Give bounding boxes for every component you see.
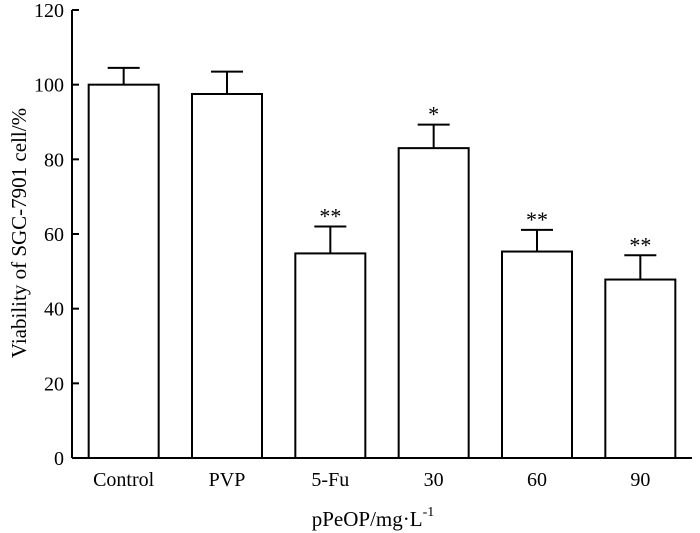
plot-area: 0 20 40 60 80 100 120 Control PVP ** 5-Fu * 30 ** 60 **…	[34, 0, 692, 491]
y-tick-label-120: 120	[34, 0, 64, 22]
bar-5-fu	[294, 252, 367, 459]
bar-90	[604, 278, 677, 459]
x-axis-title-main: pPeOP/mg·L	[312, 507, 423, 531]
bar-pvp	[191, 93, 263, 459]
x-axis-title-superscript: -1	[423, 505, 435, 520]
y-tick-label-40: 40	[44, 299, 64, 321]
x-axis-title: pPeOP/mg·L-1	[312, 505, 435, 531]
significance-30: *	[428, 102, 439, 127]
y-tick-label-20: 20	[44, 373, 64, 395]
significance-60: **	[526, 207, 548, 232]
x-tick-label-90: 90	[630, 469, 650, 491]
y-tick-label-60: 60	[44, 224, 64, 246]
bar-30	[397, 147, 470, 459]
x-tick-label-30: 30	[424, 469, 444, 491]
x-tick-label-control: Control	[93, 469, 155, 491]
y-tick-label-0: 0	[54, 448, 64, 470]
significance-5-fu: **	[319, 204, 341, 229]
bar-control	[87, 83, 160, 460]
y-tick-label-100: 100	[34, 75, 64, 97]
bar-60	[501, 250, 573, 459]
x-tick-label-pvp: PVP	[209, 469, 246, 491]
y-axis-title: Viability of SGC-7901 cell/%	[7, 108, 31, 358]
x-tick-label-60: 60	[527, 469, 547, 491]
significance-90: **	[629, 232, 651, 257]
x-tick-label-5-fu: 5-Fu	[311, 469, 349, 491]
y-tick-label-80: 80	[44, 149, 64, 171]
